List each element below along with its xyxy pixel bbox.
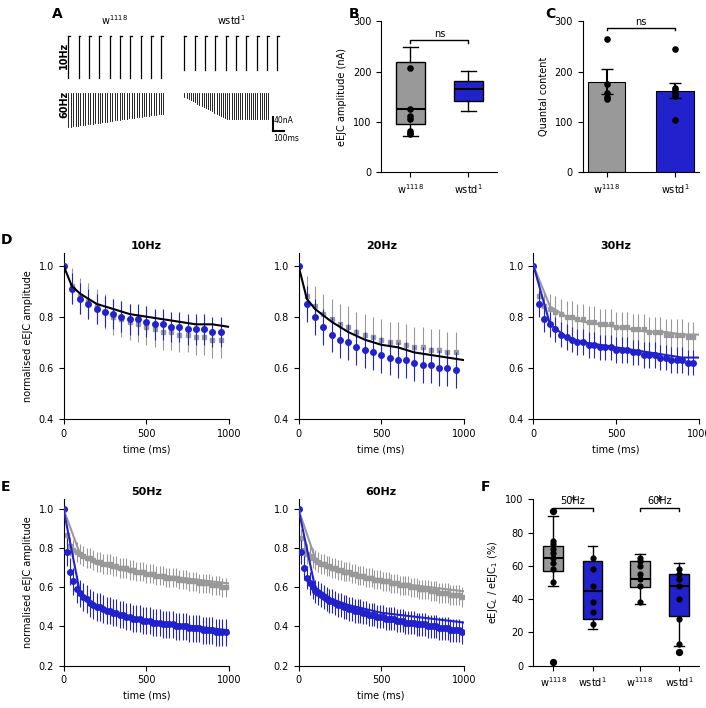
Text: 50Hz: 50Hz — [561, 496, 585, 506]
Title: 50Hz: 50Hz — [131, 487, 162, 497]
Bar — [656, 91, 694, 172]
Point — [405, 127, 416, 139]
Text: w$^{1118}$: w$^{1118}$ — [101, 13, 128, 27]
Title: 10Hz: 10Hz — [131, 241, 162, 251]
Point — [674, 646, 685, 658]
Point — [587, 618, 598, 629]
Point — [634, 597, 645, 608]
Point — [548, 535, 559, 547]
Point — [405, 62, 416, 73]
Point — [548, 539, 559, 550]
Point — [548, 552, 559, 564]
Title: 20Hz: 20Hz — [366, 241, 397, 251]
X-axis label: time (ms): time (ms) — [592, 444, 640, 454]
Point — [634, 560, 645, 571]
X-axis label: time (ms): time (ms) — [357, 691, 405, 701]
Point — [669, 43, 681, 55]
Point — [674, 593, 685, 605]
Point — [587, 564, 598, 575]
Y-axis label: normalised eEJC amplitude: normalised eEJC amplitude — [23, 270, 33, 401]
Text: E: E — [1, 480, 10, 494]
Point — [587, 580, 598, 591]
PathPatch shape — [582, 561, 602, 619]
Text: 60Hz: 60Hz — [647, 496, 672, 506]
Point — [587, 597, 598, 608]
Text: 40nA: 40nA — [274, 116, 294, 125]
X-axis label: time (ms): time (ms) — [123, 691, 170, 701]
Y-axis label: eEJC$_{L}$ / eEJC$_{1}$ (%): eEJC$_{L}$ / eEJC$_{1}$ (%) — [486, 541, 500, 624]
Point — [674, 569, 685, 580]
Point — [674, 573, 685, 585]
Point — [548, 656, 559, 668]
Point — [587, 552, 598, 564]
Point — [634, 569, 645, 580]
Text: 60Hz: 60Hz — [59, 91, 69, 118]
Point — [634, 573, 645, 585]
Text: ns: ns — [433, 29, 445, 40]
Point — [674, 580, 685, 591]
PathPatch shape — [630, 561, 650, 588]
Point — [601, 79, 612, 90]
Text: C: C — [546, 7, 556, 21]
Point — [669, 84, 681, 96]
Text: *: * — [656, 493, 663, 508]
Point — [601, 91, 612, 103]
Point — [548, 557, 559, 569]
Bar — [588, 81, 626, 172]
Y-axis label: Quantal content: Quantal content — [539, 57, 549, 137]
Point — [548, 544, 559, 555]
Text: B: B — [349, 7, 359, 21]
PathPatch shape — [669, 574, 689, 616]
Point — [548, 506, 559, 517]
Point — [601, 33, 612, 45]
Point — [674, 564, 685, 575]
Point — [405, 110, 416, 122]
Text: ns: ns — [635, 17, 647, 27]
Point — [634, 580, 645, 591]
Point — [634, 552, 645, 564]
Point — [634, 555, 645, 566]
Point — [548, 577, 559, 588]
PathPatch shape — [544, 546, 563, 571]
PathPatch shape — [454, 81, 483, 101]
Point — [669, 82, 681, 93]
Point — [669, 115, 681, 126]
Title: 60Hz: 60Hz — [366, 487, 397, 497]
Text: A: A — [52, 7, 63, 21]
Point — [405, 125, 416, 137]
Point — [669, 87, 681, 98]
Point — [674, 613, 685, 624]
Text: *: * — [569, 493, 576, 508]
Title: 30Hz: 30Hz — [601, 241, 632, 251]
Text: wstd$^{1}$: wstd$^{1}$ — [217, 13, 245, 27]
Point — [405, 114, 416, 125]
Text: F: F — [481, 480, 490, 494]
Point — [548, 564, 559, 575]
Point — [669, 90, 681, 101]
Text: 10Hz: 10Hz — [59, 42, 69, 69]
Point — [405, 103, 416, 115]
Text: 100ms: 100ms — [273, 135, 299, 144]
Point — [548, 547, 559, 558]
X-axis label: time (ms): time (ms) — [123, 444, 170, 454]
Point — [601, 93, 612, 105]
Y-axis label: normalised eEJC amplitude: normalised eEJC amplitude — [23, 517, 33, 649]
Point — [405, 129, 416, 140]
Y-axis label: eEJC amplitude (nA): eEJC amplitude (nA) — [337, 47, 347, 146]
PathPatch shape — [396, 62, 425, 125]
Point — [601, 87, 612, 98]
Point — [587, 607, 598, 618]
Point — [674, 639, 685, 650]
Text: D: D — [1, 234, 12, 248]
X-axis label: time (ms): time (ms) — [357, 444, 405, 454]
